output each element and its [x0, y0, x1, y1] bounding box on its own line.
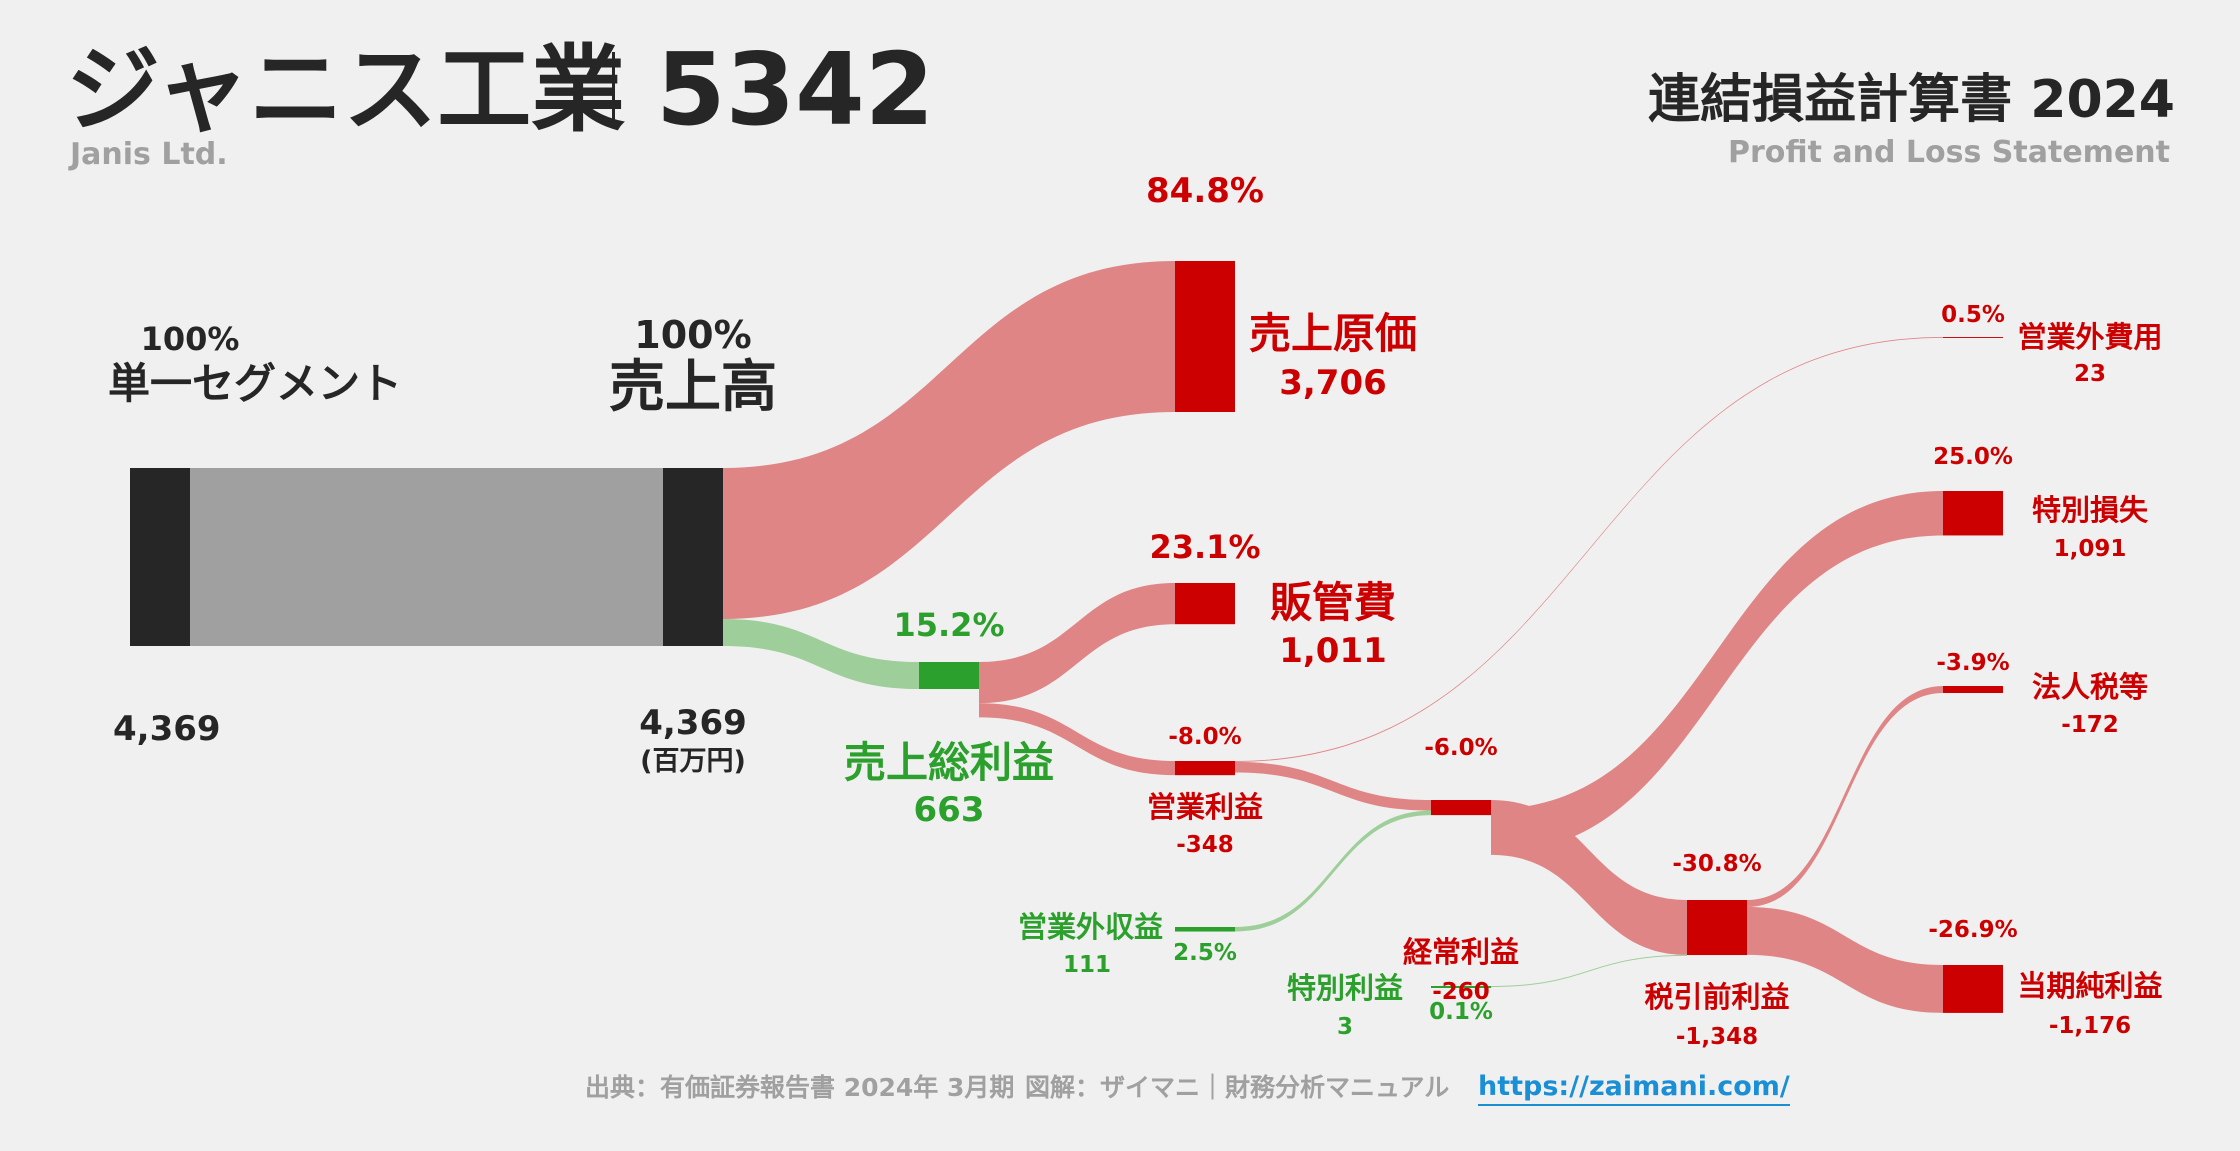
- flow-ext-gain-pretax: [1491, 954, 1687, 987]
- pretax-value: -1,348: [1675, 1024, 1759, 1050]
- tax-value: -172: [2061, 712, 2119, 738]
- ext-gain-value: 3: [1336, 1014, 1354, 1040]
- company-name: ジャニス工業: [66, 36, 626, 145]
- nonop-exp-label: 営業外費用: [2017, 320, 2163, 354]
- ordinary-pct: -6.0%: [1424, 735, 1498, 761]
- gross-label: 売上総利益: [843, 738, 1055, 787]
- nonop-income-node: [1175, 927, 1235, 932]
- tax-pct: -3.9%: [1936, 650, 2010, 676]
- flow-ordinary-pretax: [1491, 800, 1687, 955]
- pretax-label: 税引前利益: [1644, 980, 1790, 1014]
- gross-node: [919, 662, 979, 690]
- nonop-income-value: 111: [1062, 952, 1112, 978]
- op-value: -348: [1176, 832, 1234, 858]
- nonop-income-label: 営業外収益: [1017, 910, 1163, 944]
- cogs-node: [1175, 261, 1235, 412]
- statement-title: 連結損益計算書 2024: [1648, 70, 2175, 130]
- flow-nonop-income-ordinary: [1235, 810, 1431, 932]
- ext-gain-label: 特別利益: [1286, 971, 1404, 1005]
- flow-pretax-net: [1747, 907, 1943, 1013]
- net-pct: -26.9%: [1928, 917, 2018, 943]
- ext-loss-label: 特別損失: [2031, 493, 2149, 527]
- ext-gain-pct: 0.1%: [1429, 999, 1493, 1025]
- site-link[interactable]: https://zaimani.com/: [1478, 1073, 1790, 1106]
- op-label: 営業利益: [1146, 790, 1264, 824]
- flow-pretax-tax: [1747, 686, 1943, 908]
- ordinary-value: -260: [1432, 979, 1490, 1005]
- sga-node: [1175, 583, 1235, 625]
- flow-ordinary-ext-loss: [1491, 491, 1943, 854]
- ext-loss-node: [1943, 491, 2003, 536]
- segment-node: [130, 468, 190, 646]
- gross-pct: 15.2%: [893, 606, 1005, 644]
- ordinary-label: 経常利益: [1402, 935, 1520, 969]
- revenue-node: [663, 468, 723, 646]
- stock-code: 5342: [656, 31, 935, 148]
- cogs-pct: 84.8%: [1146, 171, 1264, 211]
- credit-text: 図解：ザイマニ｜財務分析マニュアル: [1025, 1073, 1450, 1102]
- segment-value: 4,369: [113, 709, 221, 749]
- nonop-income-pct: 2.5%: [1173, 940, 1237, 966]
- source-text: 出典：有価証券報告書 2024年 3月期: [585, 1073, 1015, 1102]
- op-node: [1175, 761, 1235, 776]
- ext-loss-pct: 25.0%: [1933, 444, 2013, 470]
- net-value: -1,176: [2048, 1013, 2132, 1039]
- title-divider: [612, 52, 615, 124]
- sga-pct: 23.1%: [1149, 528, 1261, 566]
- pretax-node: [1687, 900, 1747, 956]
- flow-revenue-gross: [723, 618, 919, 690]
- nonop-exp-value: 23: [2073, 361, 2107, 387]
- nonop-exp-pct: 0.5%: [1941, 302, 2005, 328]
- tax-node: [1943, 686, 2003, 694]
- ext-gain-node: [1431, 986, 1491, 988]
- ordinary-node: [1431, 800, 1491, 816]
- statement-title-en: Profit and Loss Statement: [1727, 135, 2170, 170]
- flow-op-nonop-exp: [1235, 337, 1943, 762]
- gross-value: 663: [913, 790, 985, 830]
- sga-value: 1,011: [1279, 631, 1387, 671]
- revenue-pct: 100%: [634, 313, 752, 357]
- net-node: [1943, 965, 2003, 1013]
- flow-segment-revenue: [190, 468, 663, 646]
- net-label: 当期純利益: [2017, 969, 2163, 1003]
- flow-gross-sga: [979, 583, 1175, 704]
- segment-pct: 100%: [140, 320, 240, 358]
- ext-loss-value: 1,091: [2053, 536, 2127, 562]
- op-pct: -8.0%: [1168, 724, 1242, 750]
- flow-op-ordinary: [1235, 761, 1431, 811]
- pretax-pct: -30.8%: [1672, 851, 1762, 877]
- sga-label: 販管費: [1269, 578, 1397, 627]
- revenue-value: 4,369: [639, 703, 747, 743]
- company-name-en: Janis Ltd.: [70, 137, 228, 172]
- tax-label: 法人税等: [2031, 670, 2149, 704]
- segment-label: 単一セグメント: [107, 359, 403, 408]
- unit-label: (百万円): [640, 746, 746, 777]
- revenue-label: 売上高: [609, 355, 777, 420]
- flow-gross-op: [979, 703, 1175, 776]
- cogs-label: 売上原価: [1248, 309, 1418, 358]
- cogs-value: 3,706: [1279, 363, 1387, 403]
- nonop-exp-node: [1943, 337, 2003, 338]
- flow-revenue-cogs: [723, 261, 1175, 619]
